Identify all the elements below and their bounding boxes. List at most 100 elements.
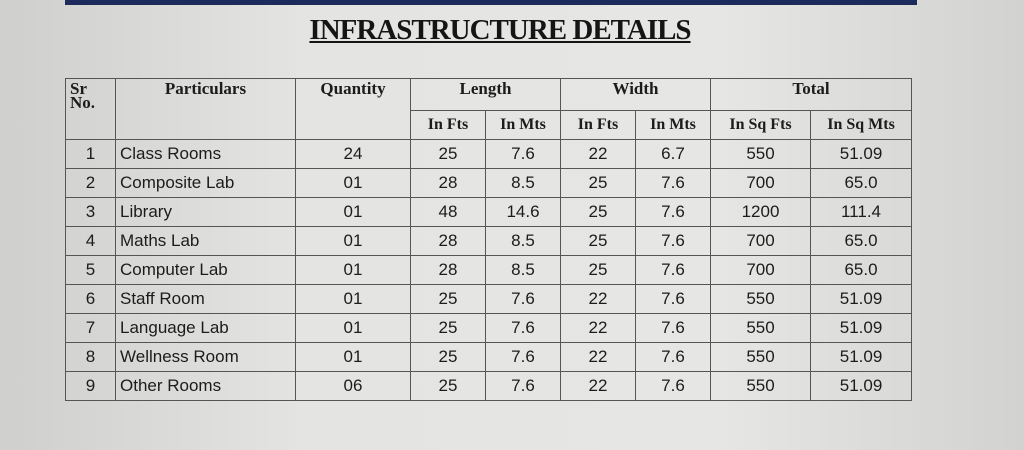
table-cell: Language Lab <box>115 313 296 343</box>
subcolumn-header: In Mts <box>635 110 711 140</box>
infrastructure-table: Sr No. Particulars Quantity Length Width Tota… <box>65 78 913 401</box>
table-cell: 28 <box>410 255 486 285</box>
table-cell: Computer Lab <box>115 255 296 285</box>
table-cell: 25 <box>410 371 486 401</box>
table-cell: 01 <box>295 313 411 343</box>
table-cell: 7.6 <box>635 255 711 285</box>
subcolumn-header: In Sq Fts <box>710 110 811 140</box>
table-row: 4 Maths Lab 01 28 8.5 25 7.6 700 65.0 <box>65 226 913 256</box>
subcolumn-header: In Mts <box>485 110 561 140</box>
table-cell: 25 <box>410 342 486 372</box>
table-row: 8 Wellness Room 01 25 7.6 22 7.6 550 51.09 <box>65 342 913 372</box>
header-row: Sr No. Particulars Quantity Length Width Tota… <box>65 78 913 140</box>
subcolumn-header: In Fts <box>410 110 486 140</box>
table-cell: 550 <box>710 371 811 401</box>
table-cell: 25 <box>560 197 636 227</box>
table-cell: Class Rooms <box>115 139 296 169</box>
table-cell: 22 <box>560 371 636 401</box>
table-cell: 28 <box>410 168 486 198</box>
table-cell: 550 <box>710 284 811 314</box>
table-row: 6 Staff Room 01 25 7.6 22 7.6 550 51.09 <box>65 284 913 314</box>
table-row: 9 Other Rooms 06 25 7.6 22 7.6 550 51.09 <box>65 371 913 401</box>
column-header: Total <box>709 78 913 111</box>
table-cell: 65.0 <box>809 255 913 285</box>
table-cell: Wellness Room <box>115 342 296 372</box>
table-cell: 7.6 <box>635 342 711 372</box>
table-cell: 51.09 <box>809 284 913 314</box>
table-cell: 700 <box>710 255 811 285</box>
subcolumn-header: In Fts <box>560 110 636 140</box>
table-cell: 65.0 <box>809 226 913 256</box>
table-cell: 24 <box>295 139 411 169</box>
table-cell: 7.6 <box>485 284 561 314</box>
table-cell: 06 <box>295 371 411 401</box>
table-cell: 25 <box>560 255 636 285</box>
table-cell: 700 <box>710 168 811 198</box>
table-cell: 2 <box>65 168 116 198</box>
column-header: Length <box>410 78 561 111</box>
table-cell: 25 <box>410 139 486 169</box>
top-bar <box>65 0 917 5</box>
table-row: 5 Computer Lab 01 28 8.5 25 7.6 700 65.0 <box>65 255 913 285</box>
column-header: Width <box>560 78 711 111</box>
table-cell: 22 <box>560 139 636 169</box>
table-cell: 7.6 <box>485 313 561 343</box>
table-cell: 65.0 <box>809 168 913 198</box>
table-cell: 01 <box>295 226 411 256</box>
table-cell: Composite Lab <box>115 168 296 198</box>
table-cell: 6.7 <box>635 139 711 169</box>
table-cell: 550 <box>710 342 811 372</box>
column-header: Particulars <box>115 78 296 140</box>
table-cell: 48 <box>410 197 486 227</box>
table-cell: 1200 <box>710 197 811 227</box>
table-cell: 22 <box>560 342 636 372</box>
table-cell: 8 <box>65 342 116 372</box>
table-cell: 8.5 <box>485 255 561 285</box>
table-cell: 01 <box>295 168 411 198</box>
subheader-row: In Fts In Mts In Fts In Mts In Sq Fts In Sq M… <box>66 110 913 140</box>
table-cell: 22 <box>560 284 636 314</box>
table-cell: 8.5 <box>485 168 561 198</box>
table-cell: 7.6 <box>635 371 711 401</box>
table-cell: 5 <box>65 255 116 285</box>
table-cell: Maths Lab <box>115 226 296 256</box>
table-cell: Library <box>115 197 296 227</box>
table-cell: 3 <box>65 197 116 227</box>
table-cell: Other Rooms <box>115 371 296 401</box>
table-cell: 25 <box>410 284 486 314</box>
table-cell: 25 <box>560 226 636 256</box>
table-cell: 51.09 <box>809 342 913 372</box>
table-cell: 7.6 <box>635 313 711 343</box>
table-cell: 7.6 <box>485 342 561 372</box>
table-cell: 7.6 <box>635 168 711 198</box>
table-cell: 28 <box>410 226 486 256</box>
table-row: 1 Class Rooms 24 25 7.6 22 6.7 550 51.09 <box>65 139 913 169</box>
table-cell: 1 <box>65 139 116 169</box>
table-cell: 7.6 <box>635 197 711 227</box>
table-header: Sr No. Particulars Quantity Length Width Tota… <box>65 78 913 140</box>
table-cell: 9 <box>65 371 116 401</box>
table-cell: 51.09 <box>809 371 913 401</box>
table-cell: 111.4 <box>809 197 913 227</box>
table-cell: 25 <box>410 313 486 343</box>
table-cell: 4 <box>65 226 116 256</box>
table-cell: 7.6 <box>635 284 711 314</box>
table-cell: 25 <box>560 168 636 198</box>
title: INFRASTRUCTURE DETAILS <box>309 14 691 46</box>
table-row: 3 Library 01 48 14.6 25 7.6 1200 111.4 <box>65 197 913 227</box>
table-cell: 7 <box>65 313 116 343</box>
table-cell: 550 <box>710 313 811 343</box>
table-cell: 01 <box>295 284 411 314</box>
table-cell: 22 <box>560 313 636 343</box>
table-cell: 7.6 <box>485 139 561 169</box>
table-cell: 01 <box>295 342 411 372</box>
table-body: 1 Class Rooms 24 25 7.6 22 6.7 550 51.09 2 Composi… <box>65 139 913 401</box>
table-row: 7 Language Lab 01 25 7.6 22 7.6 550 51.09 <box>65 313 913 343</box>
column-header: Quantity <box>295 78 411 140</box>
table-cell: 51.09 <box>809 139 913 169</box>
table-cell: 7.6 <box>485 371 561 401</box>
table-cell: 8.5 <box>485 226 561 256</box>
column-header: Sr No. <box>65 78 116 140</box>
table-cell: 7.6 <box>635 226 711 256</box>
